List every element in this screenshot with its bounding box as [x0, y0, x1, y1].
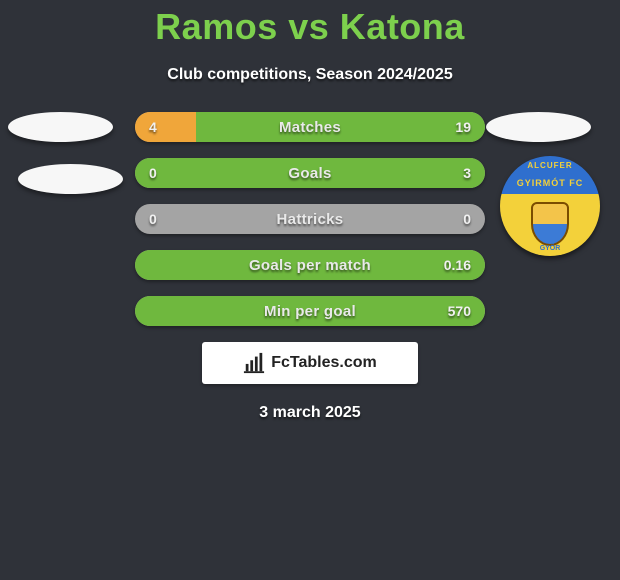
stat-value-left: 0	[149, 158, 157, 188]
stat-value-right: 0	[463, 204, 471, 234]
badge-text-bottom: GYŐR	[500, 245, 600, 252]
stat-value-left: 4	[149, 112, 157, 142]
stat-rows: Matches419Goals03Hattricks00Goals per ma…	[135, 112, 485, 326]
page-title: Ramos vs Katona	[0, 0, 620, 48]
stat-row: Goals0 3	[135, 158, 485, 188]
decor-ellipse-mid-left	[18, 164, 123, 194]
stat-row: Min per goal570	[135, 296, 485, 326]
stat-row: Matches4 19	[135, 112, 485, 142]
stat-value-right: 19	[455, 112, 471, 142]
stat-label: Goals	[135, 158, 485, 188]
badge-crest	[531, 202, 569, 246]
stat-row: Hattricks0 0	[135, 204, 485, 234]
player-right-name: Katona	[340, 6, 465, 47]
stat-label: Matches	[135, 112, 485, 142]
comparison-stage: ALCUFER GYIRMÓT FC GYŐR Matches419Goals0…	[0, 112, 620, 326]
stat-label: Min per goal	[135, 296, 485, 326]
stat-value-right: 3	[463, 158, 471, 188]
player-left-name: Ramos	[155, 6, 278, 47]
stat-value-right: 570	[448, 296, 471, 326]
subtitle: Club competitions, Season 2024/2025	[0, 66, 620, 84]
stat-value-right: 0.16	[444, 250, 471, 280]
source-text: FcTables.com	[271, 354, 377, 372]
stat-row: Goals per match0.16	[135, 250, 485, 280]
club-badge: ALCUFER GYIRMÓT FC GYŐR	[500, 156, 600, 256]
stat-value-left: 0	[149, 204, 157, 234]
bar-chart-icon	[243, 352, 265, 374]
badge-text-mid: GYIRMÓT FC	[500, 178, 600, 188]
stat-label: Goals per match	[135, 250, 485, 280]
badge-text-top: ALCUFER	[500, 161, 600, 170]
vs-separator: vs	[288, 6, 329, 47]
stat-label: Hattricks	[135, 204, 485, 234]
source-box: FcTables.com	[202, 342, 418, 384]
decor-ellipse-top-left	[8, 112, 113, 142]
generated-date: 3 march 2025	[0, 404, 620, 422]
decor-ellipse-top-right	[486, 112, 591, 142]
